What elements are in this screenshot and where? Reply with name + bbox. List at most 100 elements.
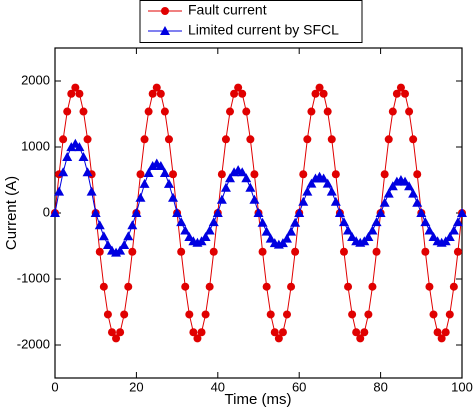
circle-marker (234, 83, 243, 92)
circle-marker (201, 310, 210, 319)
x-axis-label: Time (ms) (225, 391, 292, 408)
circle-marker (364, 310, 373, 319)
y-tick-label: -1000 (17, 270, 50, 285)
triangle-marker (119, 240, 130, 250)
legend-label: Fault current (188, 2, 267, 18)
circle-marker (270, 328, 279, 337)
circle-marker (217, 170, 226, 179)
triangle-marker (408, 188, 419, 198)
triangle-marker (347, 232, 358, 242)
circle-marker (327, 135, 336, 144)
x-tick-label: 20 (129, 379, 143, 394)
triangle-marker (265, 233, 276, 243)
circle-marker (352, 328, 361, 337)
circle-marker (287, 282, 296, 291)
circle-marker (348, 310, 357, 319)
circle-marker (169, 170, 178, 179)
circle-marker (368, 282, 377, 291)
triangle-marker (115, 245, 126, 255)
triangle-marker (294, 208, 305, 217)
circle-marker (258, 247, 267, 256)
triangle-marker (155, 160, 166, 170)
circle-marker (140, 135, 149, 144)
circle-marker (181, 282, 190, 291)
circle-marker (437, 334, 446, 343)
circle-marker (226, 107, 235, 116)
circle-marker (396, 83, 405, 92)
triangle-marker (261, 226, 272, 236)
circle-marker (409, 135, 418, 144)
circle-marker (156, 89, 165, 98)
circle-marker (384, 135, 393, 144)
triangle-marker (457, 208, 467, 217)
triangle-marker (127, 220, 138, 230)
circle-marker (148, 89, 157, 98)
triangle-marker (424, 225, 435, 235)
triangle-marker (257, 217, 268, 227)
triangle-marker (428, 232, 439, 242)
triangle-marker (225, 173, 236, 183)
circle-marker (160, 107, 169, 116)
circle-marker (307, 107, 316, 116)
triangle-marker (290, 217, 301, 227)
circle-marker (246, 135, 255, 144)
triangle-marker (298, 196, 309, 206)
triangle-marker (54, 186, 65, 196)
circle-marker (71, 83, 80, 92)
triangle-marker (318, 173, 329, 183)
circle-marker (299, 170, 308, 179)
triangle-marker (383, 188, 394, 198)
triangle-marker (94, 220, 105, 230)
triangle-marker (379, 197, 390, 207)
triangle-marker (172, 208, 183, 217)
circle-marker (144, 107, 153, 116)
circle-marker (189, 328, 198, 337)
legend-marker (160, 26, 170, 35)
circle-marker (185, 310, 194, 319)
triangle-marker (404, 181, 415, 191)
circle-marker (63, 107, 72, 116)
circle-marker (136, 170, 145, 179)
circle-marker (95, 247, 104, 256)
triangle-marker (363, 232, 374, 242)
circle-marker (433, 328, 442, 337)
circle-marker (193, 334, 202, 343)
circle-marker (331, 170, 340, 179)
circle-marker (311, 89, 320, 98)
circle-marker (278, 328, 287, 337)
circle-marker (429, 310, 438, 319)
circle-marker (392, 89, 401, 98)
triangle-marker (82, 167, 93, 177)
triangle-marker (241, 173, 252, 183)
triangle-marker (343, 225, 354, 235)
x-tick-label: 40 (211, 379, 225, 394)
circle-marker (103, 310, 112, 319)
circle-marker (315, 83, 324, 92)
triangle-marker (338, 217, 349, 227)
x-tick-label: 80 (373, 379, 387, 394)
circle-marker (250, 170, 259, 179)
circle-marker (238, 89, 247, 98)
circle-marker (209, 247, 218, 256)
triangle-marker (326, 186, 337, 196)
y-tick-label: 1000 (21, 138, 50, 153)
triangle-marker (143, 167, 154, 177)
circle-marker (344, 282, 353, 291)
triangle-marker (286, 226, 297, 236)
series-line (54, 143, 463, 254)
triangle-marker (375, 208, 386, 217)
y-tick-label: -2000 (17, 336, 50, 351)
legend-box (139, 0, 363, 43)
circle-marker (242, 107, 251, 116)
circle-marker (128, 247, 137, 256)
circle-marker (67, 89, 76, 98)
triangle-marker (249, 194, 260, 204)
triangle-marker (237, 167, 248, 177)
circle-marker (205, 282, 214, 291)
circle-marker (380, 170, 389, 179)
triangle-marker (78, 151, 89, 161)
triangle-marker (159, 167, 170, 177)
triangle-marker (98, 231, 109, 241)
triangle-marker (90, 208, 101, 217)
